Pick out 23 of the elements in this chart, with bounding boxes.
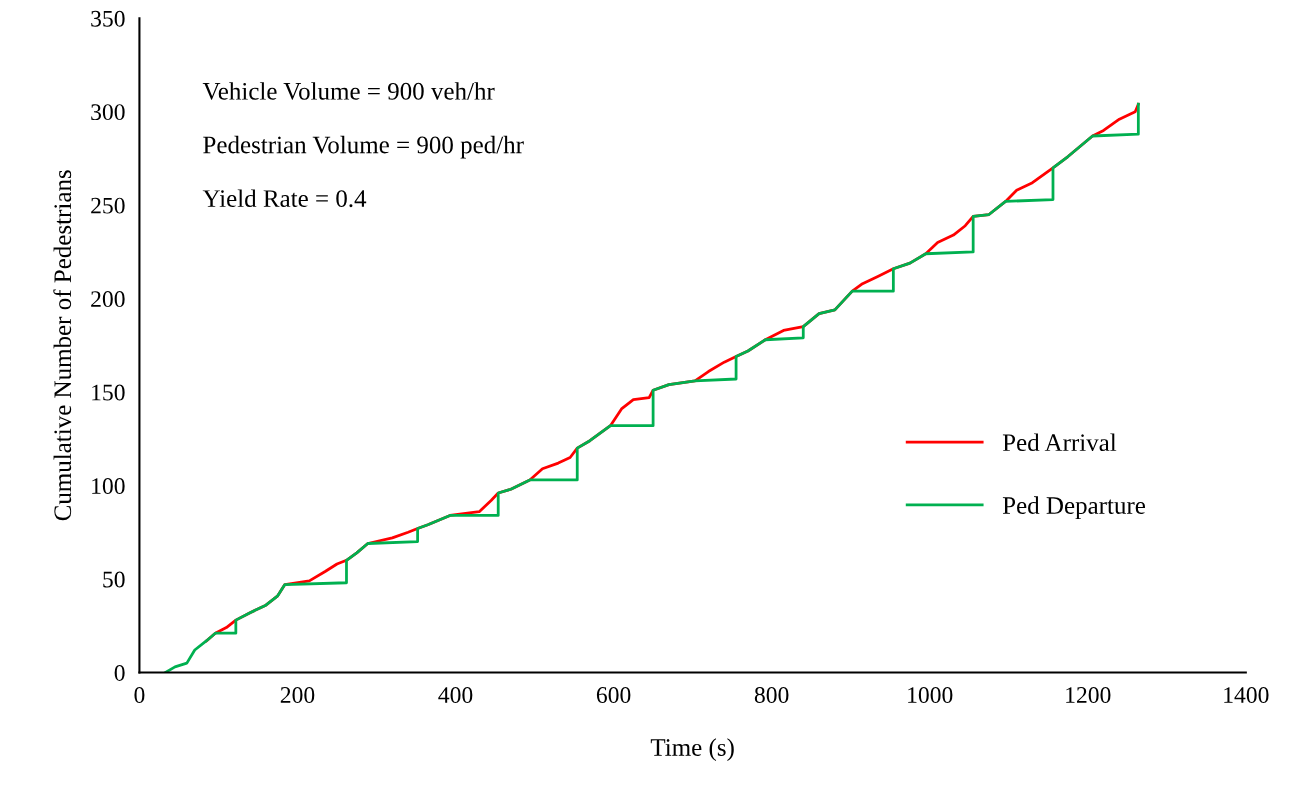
y-tick-label: 0 [114,664,125,681]
annotation: Vehicle Volume = 900 veh/hr [202,82,495,100]
y-tick-label: 350 [91,10,125,27]
y-tick-label: 250 [91,197,125,214]
y-tick-label: 150 [92,384,125,401]
annotation: Pedestrian Volume = 900 ped/hr [203,135,524,159]
x-tick-label: 200 [280,687,315,703]
x-tick-label: 800 [754,687,789,703]
legend-label: Ped Arrival [1002,433,1117,452]
annotation: Yield Rate = 0.4 [202,189,367,208]
y-tick-label: 100 [92,478,125,494]
x-tick-label: 0 [134,687,145,703]
x-tick-label: 600 [596,687,631,703]
x-tick-label: 400 [438,687,473,703]
x-axis-title: Time (s) [650,738,734,761]
y-tick-label: 200 [91,291,125,308]
x-tick-label: 1400 [1224,687,1269,703]
y-axis-title: Cumulative Number of Pedestrians [53,170,72,521]
y-tick-label: 50 [103,571,125,588]
x-tick-label: 1200 [1066,687,1111,703]
y-tick-label: 300 [91,104,125,121]
x-tick-label: 1000 [908,687,953,703]
legend-label: Ped Departure [1002,496,1145,520]
